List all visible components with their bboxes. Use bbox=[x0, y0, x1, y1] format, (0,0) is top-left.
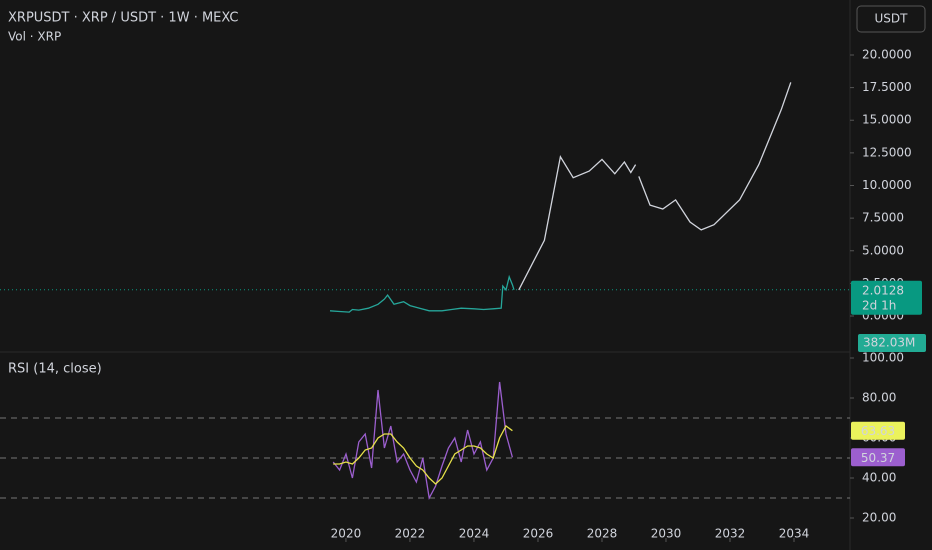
last-price-box bbox=[851, 280, 922, 315]
series-line bbox=[332, 381, 514, 501]
x-tick-label: 2026 bbox=[523, 527, 554, 541]
last-value-label: 50.37 bbox=[861, 451, 895, 465]
y-tick-label: 40.00 bbox=[862, 471, 896, 485]
chart-title: XRPUSDT · XRP / USDT · 1W · MEXC bbox=[8, 11, 238, 26]
last-value-label: 63.63 bbox=[861, 424, 895, 438]
last-value-box bbox=[851, 421, 905, 440]
y-tick-label: 12.5000 bbox=[862, 145, 912, 159]
x-tick-label: 2032 bbox=[715, 527, 746, 541]
y-tick-label: 7.5000 bbox=[862, 211, 904, 225]
y-tick-label: 10.0000 bbox=[862, 178, 912, 192]
x-tick-label: 2020 bbox=[331, 527, 362, 541]
series-line bbox=[518, 82, 792, 291]
volume-label: 382.03M bbox=[863, 336, 915, 350]
last-price-label: 2.0128 bbox=[862, 283, 904, 297]
x-tick-label: 2034 bbox=[779, 527, 810, 541]
y-tick-label: 100.00 bbox=[862, 351, 904, 365]
currency-button-label[interactable]: USDT bbox=[875, 12, 909, 26]
y-tick-label: 17.5000 bbox=[862, 80, 912, 94]
volume-label-box bbox=[858, 334, 926, 352]
series-line bbox=[329, 274, 515, 313]
x-tick-label: 2022 bbox=[395, 527, 426, 541]
rsi-title: RSI (14, close) bbox=[8, 362, 102, 377]
y-tick-label: 20.0000 bbox=[862, 47, 912, 61]
volume-title: Vol · XRP bbox=[8, 30, 61, 44]
y-tick-label: 5.0000 bbox=[862, 243, 904, 257]
last-value-box bbox=[851, 448, 905, 467]
countdown-label: 2d 1h bbox=[862, 298, 896, 312]
series-line bbox=[333, 425, 513, 485]
y-tick-label: 15.0000 bbox=[862, 113, 912, 127]
y-tick-label: 20.00 bbox=[862, 511, 896, 525]
x-tick-label: 2030 bbox=[651, 527, 682, 541]
y-tick-label: 80.00 bbox=[862, 391, 896, 405]
currency-button[interactable] bbox=[856, 5, 926, 33]
x-tick-label: 2024 bbox=[459, 527, 490, 541]
x-tick-label: 2028 bbox=[587, 527, 618, 541]
